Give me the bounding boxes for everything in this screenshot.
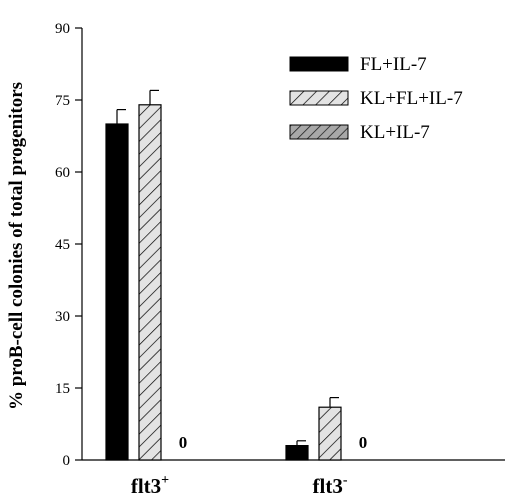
legend-label: KL+FL+IL-7	[360, 88, 463, 109]
error-bars	[116, 89, 339, 446]
y-ticks: 0 15 30 45 60 75 90	[55, 21, 82, 469]
legend-swatch	[289, 90, 349, 106]
legend-swatch	[289, 56, 349, 72]
y-tick-label: 75	[55, 93, 70, 109]
legend-label: FL+IL-7	[360, 54, 427, 75]
y-tick-label: 45	[55, 237, 70, 253]
bar-kl-fl-il-7-0	[138, 104, 162, 461]
bar-fl-il-7-1	[285, 445, 309, 461]
y-tick-label: 15	[55, 381, 70, 397]
x-category-label: flt3+	[131, 473, 169, 498]
y-tick-label: 90	[55, 21, 70, 37]
legend: FL+IL-7 KL+FL+IL-7 KL+IL-7	[289, 54, 463, 143]
bars	[105, 104, 342, 461]
legend-swatch	[289, 124, 349, 140]
zero-value-label: 0	[359, 433, 368, 452]
y-tick-label: 60	[55, 165, 70, 181]
legend-label: KL+IL-7	[360, 122, 430, 143]
y-tick-label: 0	[63, 453, 71, 469]
zero-value-label: 0	[179, 433, 188, 452]
bar-fl-il-7-0	[105, 123, 129, 461]
y-axis-title: % proB-cell colonies of total progenitor…	[6, 82, 27, 410]
y-tick-label: 30	[55, 309, 70, 325]
x-category-label: flt3-	[313, 473, 348, 498]
x-labels: flt3+ flt3-	[131, 473, 348, 498]
bar-kl-fl-il-7-1	[318, 406, 342, 461]
y-axis: 0 15 30 45 60 75 90	[55, 21, 83, 469]
